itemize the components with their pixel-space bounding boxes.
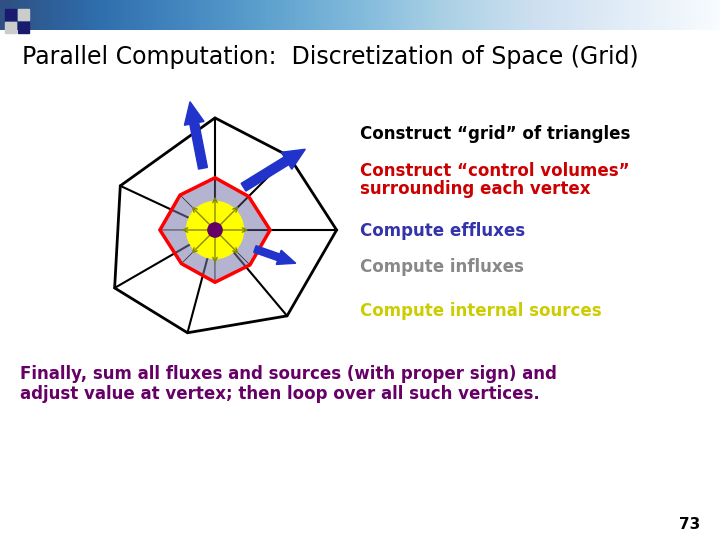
FancyArrow shape xyxy=(253,246,296,265)
Polygon shape xyxy=(215,178,248,230)
Text: Compute effluxes: Compute effluxes xyxy=(360,222,525,240)
Text: Compute internal sources: Compute internal sources xyxy=(360,302,602,320)
Bar xyxy=(5,22,16,33)
Polygon shape xyxy=(160,230,215,264)
Bar xyxy=(18,9,29,20)
Text: Construct “control volumes”: Construct “control volumes” xyxy=(360,162,629,180)
Polygon shape xyxy=(215,230,270,265)
Text: Construct “grid” of triangles: Construct “grid” of triangles xyxy=(360,125,631,143)
Text: Parallel Computation:  Discretization of Space (Grid): Parallel Computation: Discretization of … xyxy=(22,45,639,69)
Text: Finally, sum all fluxes and sources (with proper sign) and: Finally, sum all fluxes and sources (wit… xyxy=(20,365,557,383)
Polygon shape xyxy=(160,195,215,230)
Text: 73: 73 xyxy=(679,517,700,532)
Circle shape xyxy=(186,201,243,259)
Text: surrounding each vertex: surrounding each vertex xyxy=(360,180,590,198)
Polygon shape xyxy=(215,197,270,230)
Bar xyxy=(18,22,29,33)
Circle shape xyxy=(208,223,222,237)
Bar xyxy=(5,9,16,20)
Polygon shape xyxy=(215,230,250,282)
Polygon shape xyxy=(181,230,215,282)
Text: Compute influxes: Compute influxes xyxy=(360,258,524,276)
FancyArrow shape xyxy=(241,149,305,191)
Polygon shape xyxy=(180,178,215,230)
Text: adjust value at vertex; then loop over all such vertices.: adjust value at vertex; then loop over a… xyxy=(20,385,540,403)
FancyArrow shape xyxy=(184,102,207,169)
